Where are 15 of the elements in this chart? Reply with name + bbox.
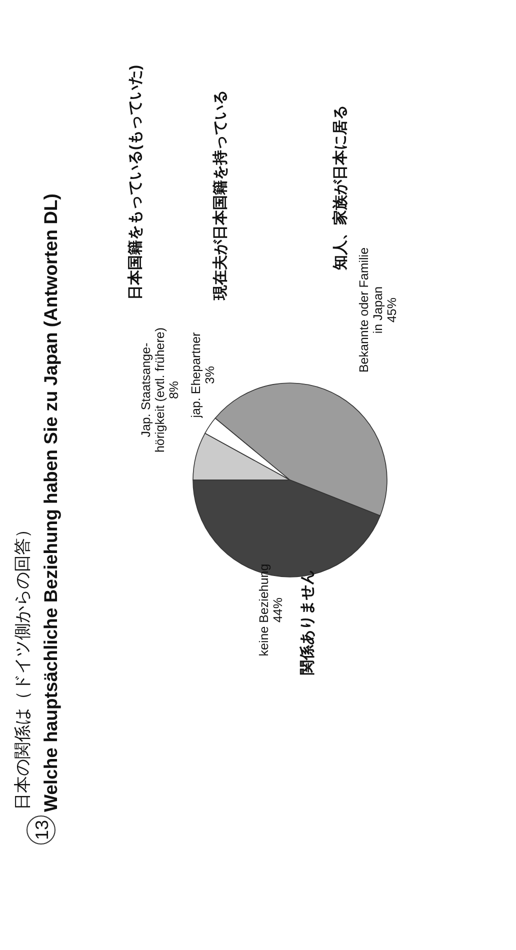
data-label: 8% xyxy=(167,380,181,400)
text: 日本の関係は（ドイツ側からの回答） xyxy=(13,521,32,810)
data-label: 3% xyxy=(203,366,217,384)
slice-label: keine Beziehung xyxy=(257,564,271,656)
text: Welche hauptsächliche Beziehung haben Sie zu Japan (Antworten DL) xyxy=(40,194,61,812)
text: 日本国籍をもっている(もっていた) xyxy=(127,65,144,300)
text: 現在夫が日本国籍を持っている xyxy=(212,90,229,301)
text: 13 xyxy=(32,820,52,840)
slice-label: Bekannte oder Familie in Japan xyxy=(357,247,385,373)
text: 関係ありません xyxy=(299,570,316,675)
slice-label: Jap. Staatsange- hörigkeit (evtl. frühere) xyxy=(139,327,167,453)
data-label: 44% xyxy=(271,597,285,623)
data-label: 45% xyxy=(385,297,399,323)
slice-label: jap. Ehepartner xyxy=(189,332,203,419)
text: 知人、家族が日本に居る xyxy=(331,105,349,271)
